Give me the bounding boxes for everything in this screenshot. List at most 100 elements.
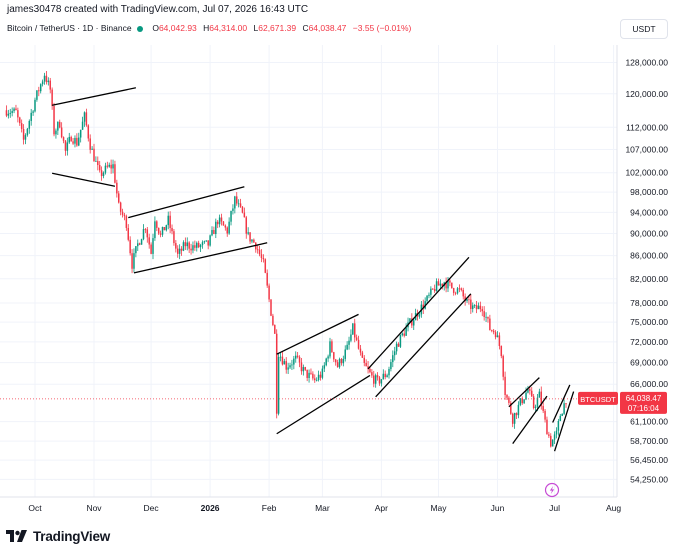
candle-body [460, 288, 463, 290]
trendline[interactable] [276, 313, 359, 355]
candle-body [270, 299, 272, 316]
time-tick-label: Aug [606, 503, 621, 513]
candle-body [112, 164, 114, 169]
candle-body [171, 227, 173, 232]
candle-body [411, 318, 413, 326]
candle-body [85, 112, 88, 126]
candle-body [192, 245, 194, 251]
candle-body [36, 90, 38, 100]
trendline[interactable] [552, 384, 571, 423]
candle-body [559, 415, 562, 421]
candle-body [81, 121, 84, 130]
candle-body [437, 281, 440, 286]
candle-body [209, 235, 211, 246]
time-tick-label: Jul [549, 503, 560, 513]
time-tick-label: 2026 [201, 503, 220, 513]
candle-body [302, 367, 305, 372]
candle-body [197, 242, 200, 248]
candle-body [45, 75, 48, 83]
candle-body [116, 182, 118, 194]
price-tick-label: 75,000.00 [630, 317, 668, 327]
candle-body [152, 238, 154, 254]
candle-body [550, 435, 552, 447]
candle-body [409, 318, 411, 323]
candle-body [182, 242, 185, 251]
candle-body [213, 230, 215, 235]
candle-body [329, 341, 331, 357]
candle-body [310, 372, 312, 374]
candle-body [47, 80, 50, 83]
candle-body [359, 348, 362, 353]
candle-body [268, 285, 270, 300]
candle-body [272, 315, 274, 326]
candle-body [428, 294, 430, 296]
candle-body [300, 362, 303, 372]
trendline[interactable] [367, 256, 470, 370]
time-tick-label: Feb [262, 503, 277, 513]
candle-body [104, 165, 107, 173]
tradingview-logo[interactable]: TradingView [6, 526, 110, 546]
candle-body [517, 404, 520, 416]
candle-body [188, 242, 190, 249]
trendline[interactable] [512, 395, 548, 444]
candle-body [350, 334, 352, 341]
change-value: −3.55 (−0.01%) [352, 23, 412, 33]
candle-body [565, 403, 567, 405]
candle-body [397, 343, 400, 347]
price-axis[interactable]: 128,000.00 120,000.00 112,000.00 107,000.00… [625, 57, 668, 484]
candle-body [157, 227, 160, 234]
candle-body [365, 362, 367, 367]
candle-body [7, 113, 10, 116]
candle-body [108, 164, 110, 167]
trendline[interactable] [375, 293, 472, 398]
candle-body [167, 215, 169, 226]
symbol-title[interactable]: Bitcoin / TetherUS · 1D · Binance [7, 23, 132, 33]
candle-body [184, 242, 187, 247]
candle-body [226, 227, 228, 234]
candle-body [357, 339, 360, 349]
candle-body [20, 123, 23, 129]
lightning-icon[interactable] [544, 482, 560, 498]
candle-body [374, 375, 377, 384]
candle-body [66, 142, 69, 151]
price-tick-label: 120,000.00 [625, 89, 668, 99]
candle-body [321, 368, 324, 378]
last-price-label: 64,038.47 [626, 394, 662, 403]
price-tick-label: 56,450.00 [630, 455, 668, 465]
trendline[interactable] [133, 242, 268, 274]
candle-body [392, 355, 394, 363]
candle-body [502, 356, 504, 377]
candle-body [119, 202, 122, 212]
candle-body [142, 229, 145, 240]
candle-body [293, 358, 295, 365]
candle-body [262, 258, 265, 260]
candle-body [100, 170, 103, 177]
candle-body [196, 242, 198, 248]
candle-body [382, 373, 385, 380]
trendline[interactable] [51, 87, 137, 106]
high-value: 64,314.00 [209, 23, 248, 33]
time-tick-label: Jun [491, 503, 505, 513]
candle-body [388, 369, 390, 376]
candle-body [232, 208, 234, 211]
close-label: C [302, 23, 309, 33]
candle-body [205, 240, 208, 242]
time-axis[interactable]: Oct Nov Dec 2026 Feb Mar Apr May Jun Jul Aug [28, 503, 621, 513]
candle-body [211, 230, 213, 236]
trendline[interactable] [128, 186, 245, 219]
candle-body [91, 148, 93, 150]
trendline[interactable] [553, 391, 575, 452]
candle-body [500, 346, 503, 357]
currency-button[interactable]: USDT [620, 19, 668, 39]
price-tick-label: 128,000.00 [625, 57, 668, 67]
candle-body [513, 412, 516, 424]
trendline[interactable] [51, 172, 116, 187]
candle-body [433, 289, 436, 292]
trendline[interactable] [508, 377, 540, 408]
candle-body [470, 299, 472, 309]
trendline[interactable] [276, 374, 371, 435]
candle-body [510, 402, 512, 414]
candle-body [78, 137, 80, 146]
candle-body [123, 214, 126, 217]
